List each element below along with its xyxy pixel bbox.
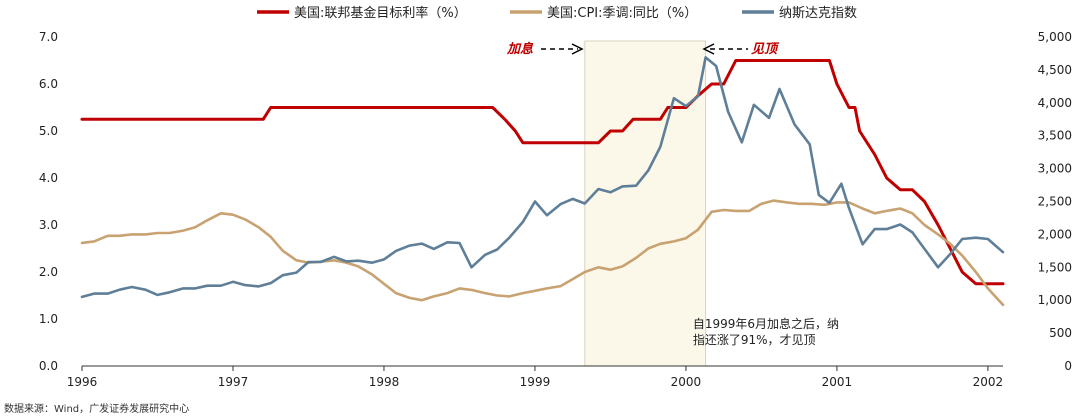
source-note: 数据来源：Wind，广发证券发展研究中心 xyxy=(4,402,189,415)
y-left-tick-label: 1.0 xyxy=(39,312,58,326)
y-right-tick-label: 0 xyxy=(1064,359,1072,373)
x-tick-label: 1996 xyxy=(67,375,98,389)
y-right-tick-label: 5,000 xyxy=(1038,30,1072,44)
series-line-2 xyxy=(80,199,1005,307)
legend-label-2: 美国:CPI:季调:同比（%） xyxy=(547,6,697,21)
y-right-tick-label: 2,000 xyxy=(1038,227,1072,241)
legend-label-1: 美国:联邦基金目标利率（%） xyxy=(294,5,467,21)
top-arrow-head xyxy=(702,43,715,55)
shade-layer xyxy=(584,40,707,367)
series-line-1 xyxy=(80,59,1005,286)
y-left-tick-label: 7.0 xyxy=(39,30,58,44)
x-tick-label: 1998 xyxy=(369,375,400,389)
series-layer xyxy=(80,56,1005,307)
x-tick-label: 2001 xyxy=(822,375,853,389)
legend-label-3: 纳斯达克指数 xyxy=(779,6,857,21)
y-left-tick-label: 2.0 xyxy=(39,265,58,279)
y-right-tick-label: 3,500 xyxy=(1038,129,1072,143)
top-label: 见顶 xyxy=(751,42,780,57)
annotations: 加息 见顶 自1999年6月加息之后，纳 指还涨了91%，才见顶 数据来源：Wi… xyxy=(4,41,839,415)
series-line-3 xyxy=(80,56,1005,299)
axes-layer: 1996 1997 1998 1999 2000 2001 2002 0.0 1.0 2.0 3.0… xyxy=(39,30,1072,389)
legend: 美国:联邦基金目标利率（%） 美国:CPI:季调:同比（%） 纳斯达克指数 xyxy=(257,5,857,21)
y-right-tick-label: 3,000 xyxy=(1038,162,1072,176)
note-line-1: 自1999年6月加息之后，纳 xyxy=(693,316,839,331)
y-left-tick-label: 4.0 xyxy=(39,171,58,185)
hike-arrow-head xyxy=(571,43,584,55)
x-tick-label: 2002 xyxy=(973,375,1004,389)
y-right-tick-label: 1,000 xyxy=(1038,293,1072,307)
y-right-tick-label: 500 xyxy=(1049,326,1072,340)
hike-label: 加息 xyxy=(506,41,534,57)
x-tick-label: 1997 xyxy=(218,375,249,389)
y-right-tick-label: 4,500 xyxy=(1038,63,1072,77)
y-left-tick-label: 5.0 xyxy=(39,124,58,138)
shaded-period xyxy=(584,40,707,367)
y-right-tick-label: 1,500 xyxy=(1038,260,1072,274)
y-right-tick-label: 2,500 xyxy=(1038,195,1072,209)
y-left-tick-label: 3.0 xyxy=(39,218,58,232)
y-left-tick-label: 0.0 xyxy=(39,359,58,373)
note-line-2: 指还涨了91%，才见顶 xyxy=(693,332,816,347)
y-right-tick-label: 4,000 xyxy=(1038,96,1072,110)
x-tick-label: 1999 xyxy=(520,375,551,389)
y-left-tick-label: 6.0 xyxy=(39,77,58,91)
x-tick-label: 2000 xyxy=(671,375,702,389)
